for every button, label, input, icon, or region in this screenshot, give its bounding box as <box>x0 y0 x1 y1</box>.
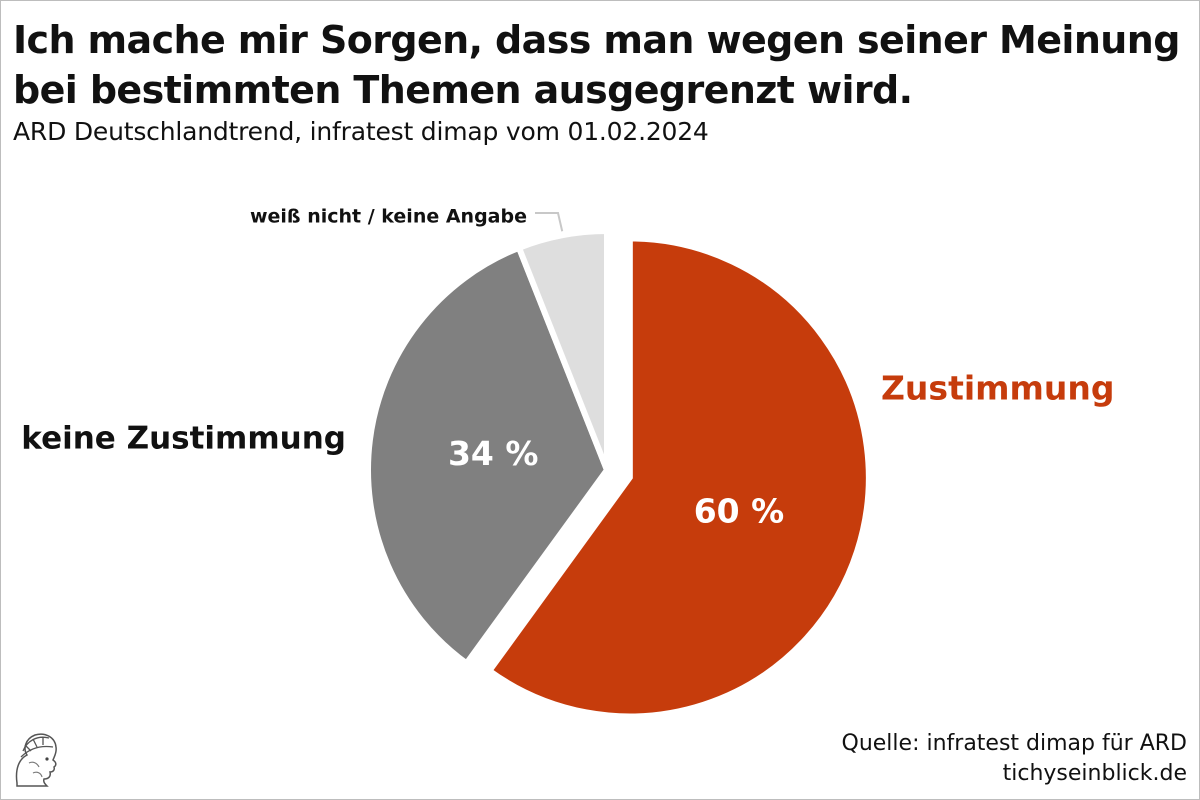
pie-slice-zustimmung <box>485 235 872 720</box>
pie-slice-weiss-nicht-keine-angabe <box>515 227 610 472</box>
value-label-keine-zustimmung: 34 % <box>448 434 538 473</box>
pie-slices <box>365 227 872 720</box>
category-label-weiss-nicht-keine-angabe: weiß nicht / keine Angabe <box>250 206 527 228</box>
pie-slice-keine-zustimmung <box>365 243 611 668</box>
category-label-zustimmung: Zustimmung <box>881 369 1115 408</box>
leader-line-weiss-nicht-keine-angabe <box>535 212 564 232</box>
chart-title: Ich mache mir Sorgen, dass man wegen sei… <box>13 18 1180 112</box>
value-label-zustimmung: 60 % <box>694 491 784 530</box>
source-website: tichyseinblick.de <box>1002 761 1187 786</box>
publisher-logo-icon <box>9 729 63 787</box>
source-line: Quelle: infratest dimap für ARD <box>841 731 1187 756</box>
category-label-keine-zustimmung: keine Zustimmung <box>21 421 346 457</box>
chart-subtitle: ARD Deutschlandtrend, infratest dimap vo… <box>13 117 709 146</box>
pie-labels: 60 % 34 % Zustimmung keine Zustimmung weiß n… <box>21 206 1114 531</box>
source-block: Quelle: infratest dimap für ARD tichysei… <box>842 729 1187 789</box>
